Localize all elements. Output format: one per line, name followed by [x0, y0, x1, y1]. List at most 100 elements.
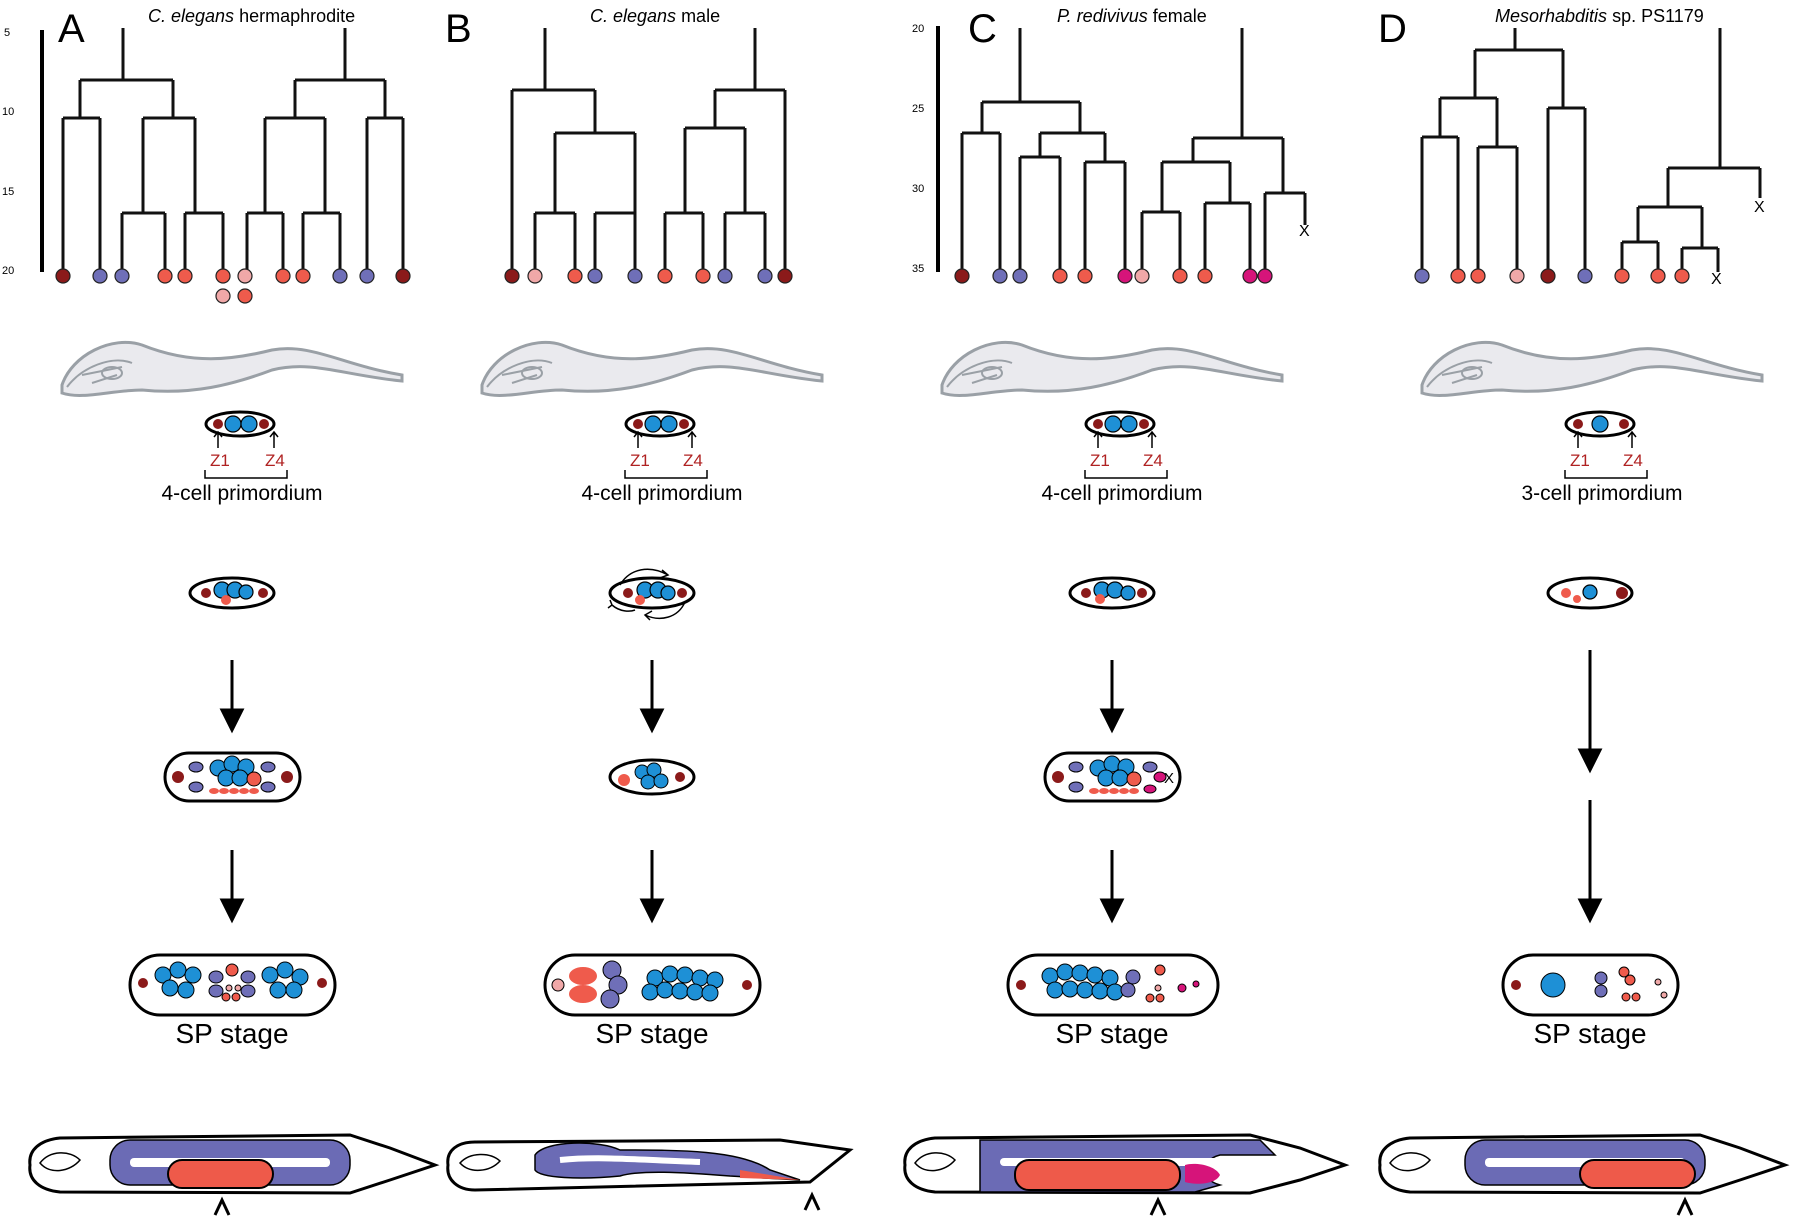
z-labels-a — [204, 430, 288, 479]
lineage-tree-c — [960, 28, 1307, 275]
panel-c-header: C P. redivivus female — [968, 6, 1207, 51]
time-axis-a: 5 10 15 20 — [2, 27, 44, 277]
axis-tick-label: 10 — [2, 106, 14, 118]
terminal-cell — [1577, 268, 1593, 284]
panel-letter-b: B — [445, 7, 472, 51]
terminal-cell — [504, 268, 520, 284]
stage-label: SP stage — [595, 1018, 708, 1049]
early-stage-a — [188, 576, 276, 610]
terminal-cell — [1117, 268, 1133, 284]
panel-b-title: C. elegans male — [590, 6, 720, 26]
terminal-cell — [567, 268, 583, 284]
lineage-tree-d — [1420, 28, 1762, 275]
primordium-label: 4-cell primordium — [581, 482, 742, 505]
lineage-terminal-cells-a — [55, 268, 411, 304]
primordium-label: 4-cell primordium — [161, 482, 322, 505]
sp-stage-b — [543, 953, 762, 1017]
panel-a-header: A C. elegans hermaphrodite — [58, 6, 355, 51]
z-labels-d — [1564, 430, 1648, 479]
cell-death-marker: X — [1754, 199, 1765, 216]
axis-tick-label: 35 — [912, 263, 924, 275]
terminal-cell — [359, 268, 375, 284]
early-stage-d — [1546, 576, 1634, 610]
stage-label: SP stage — [175, 1018, 288, 1049]
primordium-b — [624, 410, 696, 438]
lineage-tree-b — [510, 28, 787, 275]
axis-tick-label: 5 — [4, 27, 10, 39]
adult-worm-a — [28, 1133, 440, 1216]
terminal-cell — [177, 268, 193, 284]
panel-letter-a: A — [58, 7, 85, 51]
panel-a-title: C. elegans hermaphrodite — [148, 6, 355, 26]
terminal-cell — [992, 268, 1008, 284]
terminal-cell — [55, 268, 71, 284]
terminal-cell — [114, 268, 130, 284]
terminal-cell — [1614, 268, 1630, 284]
terminal-cell — [237, 288, 253, 304]
terminal-cell — [215, 268, 231, 284]
terminal-cell — [1134, 268, 1150, 284]
z4-label: Z4 — [683, 451, 703, 470]
panel-c-title: P. redivivus female — [1057, 6, 1207, 26]
terminal-cell — [777, 268, 793, 284]
axis-tick-label: 30 — [912, 183, 924, 195]
axis-tick-label: 15 — [2, 186, 14, 198]
terminal-cell — [275, 268, 291, 284]
z1-label: Z1 — [630, 451, 650, 470]
mid-stage-b — [608, 758, 696, 796]
z-labels-b — [624, 430, 708, 479]
lineage-terminal-cells-d — [1414, 268, 1690, 284]
panel-letter-d: D — [1378, 7, 1407, 51]
primordium-label: 3-cell primordium — [1521, 482, 1682, 505]
terminal-cell — [1257, 268, 1273, 284]
terminal-cell — [1470, 268, 1486, 284]
terminal-cell — [954, 268, 970, 284]
primordium-label: 4-cell primordium — [1041, 482, 1202, 505]
time-axis-c: 20 25 30 35 — [912, 23, 940, 275]
terminal-cell — [332, 268, 348, 284]
terminal-cell — [1052, 268, 1068, 284]
terminal-cell — [1540, 268, 1556, 284]
terminal-cell — [657, 268, 673, 284]
terminal-cell — [1242, 268, 1258, 284]
primordium-a — [204, 410, 276, 438]
terminal-cell — [215, 288, 231, 304]
z1-label: Z1 — [1570, 451, 1590, 470]
early-stage-b — [607, 568, 696, 621]
terminal-cell — [527, 268, 543, 284]
lineage-terminal-cells-b — [504, 268, 793, 284]
l1-worm-b — [480, 340, 824, 397]
sp-stage-d — [1501, 953, 1680, 1017]
panel-d-header: D Mesorhabditis sp. PS1179 — [1378, 6, 1704, 51]
lineage-terminal-cells-c — [954, 268, 1273, 284]
terminal-cell — [295, 268, 311, 284]
terminal-cell — [92, 268, 108, 284]
adult-worm-c — [903, 1133, 1350, 1216]
l1-worm-d — [1420, 340, 1764, 397]
terminal-cell — [717, 268, 733, 284]
sp-stage-a — [128, 953, 337, 1017]
terminal-cell — [757, 268, 773, 284]
axis-tick-label: 25 — [912, 103, 924, 115]
mid-stage-c — [1043, 751, 1182, 803]
terminal-cell — [157, 268, 173, 284]
sp-stage-c — [1006, 953, 1220, 1017]
terminal-cell — [1414, 268, 1430, 284]
terminal-cell — [395, 268, 411, 284]
z-labels-c — [1084, 430, 1168, 479]
primordium-d — [1564, 410, 1636, 438]
terminal-cell — [237, 268, 253, 284]
terminal-cell — [1172, 268, 1188, 284]
panel-d-title: Mesorhabditis sp. PS1179 — [1495, 6, 1704, 26]
terminal-cell — [1450, 268, 1466, 284]
terminal-cell — [1077, 268, 1093, 284]
cell-death-marker: X — [1711, 271, 1722, 288]
terminal-cell — [1674, 268, 1690, 284]
terminal-cell — [627, 268, 643, 284]
l1-worm-c — [940, 340, 1284, 397]
lineage-tree-a — [61, 28, 405, 275]
z1-label: Z1 — [1090, 451, 1110, 470]
z4-label: Z4 — [1143, 451, 1163, 470]
axis-tick-label: 20 — [912, 23, 924, 35]
